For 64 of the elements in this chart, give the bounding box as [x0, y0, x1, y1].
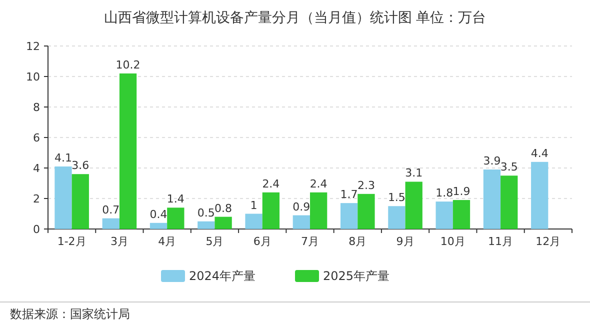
source-note: 数据来源：国家统计局	[10, 307, 130, 321]
x-tick-label: 4月	[158, 235, 176, 248]
bar	[262, 192, 280, 229]
bar	[531, 162, 548, 229]
y-tick-label: 4	[33, 162, 40, 175]
x-tick-label: 1-2月	[57, 235, 86, 248]
bar	[214, 216, 232, 229]
data-label: 0.7	[102, 203, 120, 216]
bar	[167, 208, 184, 229]
x-tick-label: 6月	[253, 235, 272, 248]
bar	[198, 221, 215, 229]
bar	[310, 192, 328, 229]
x-tick-label: 5月	[206, 235, 224, 248]
data-label: 2.4	[262, 177, 280, 190]
data-label: 1.9	[452, 185, 470, 198]
bar	[500, 176, 518, 229]
data-label: 3.1	[405, 166, 423, 180]
bar	[292, 215, 310, 229]
data-label: 0.8	[214, 202, 232, 215]
x-tick-label: 11月	[488, 235, 514, 248]
bar	[436, 202, 453, 229]
bar	[358, 194, 375, 229]
bar	[54, 166, 72, 229]
bar	[340, 203, 358, 229]
y-tick-label: 0	[33, 223, 40, 236]
legend-label: 2025年产量	[323, 269, 390, 283]
data-label: 10.2	[116, 58, 140, 72]
x-tick-label: 12月	[536, 235, 561, 248]
legend-label: 2024年产量	[189, 269, 256, 283]
data-label: 0.5	[197, 206, 215, 220]
data-label: 0.4	[150, 208, 168, 221]
data-label: 3.5	[500, 160, 518, 174]
data-label: 4.1	[54, 151, 72, 164]
bar	[119, 73, 137, 229]
bar	[102, 218, 120, 229]
data-label: 1.5	[388, 191, 406, 204]
x-tick-label: 8月	[348, 235, 367, 248]
data-label: 4.4	[530, 146, 548, 160]
x-tick-label: 7月	[301, 235, 319, 248]
bar	[452, 200, 470, 229]
chart-title: 山西省微型计算机设备产量分月（当月值）统计图 单位：万台	[104, 10, 486, 26]
bar	[405, 182, 422, 229]
bar	[245, 214, 262, 229]
data-label: 3.9	[483, 154, 501, 168]
bar	[72, 174, 89, 229]
bar	[483, 170, 501, 229]
y-tick-label: 2	[33, 192, 40, 206]
x-tick-label: 10月	[440, 235, 466, 248]
data-label: 0.9	[292, 200, 310, 214]
data-label: 1.7	[340, 188, 358, 202]
data-label: 2.4	[310, 177, 328, 190]
bar	[150, 222, 168, 229]
y-tick-label: 6	[33, 132, 40, 144]
y-tick-label: 8	[33, 101, 40, 114]
x-tick-label: 3月	[110, 235, 128, 248]
data-label: 1.8	[436, 186, 454, 200]
data-label: 1.4	[166, 192, 184, 206]
y-tick-label: 12	[26, 40, 40, 53]
data-label: 3.6	[72, 159, 90, 172]
x-tick-label: 9月	[396, 235, 414, 248]
y-tick-label: 10	[26, 70, 40, 84]
bar	[388, 206, 406, 229]
data-label: 1	[250, 198, 258, 212]
data-label: 2.3	[357, 178, 375, 192]
